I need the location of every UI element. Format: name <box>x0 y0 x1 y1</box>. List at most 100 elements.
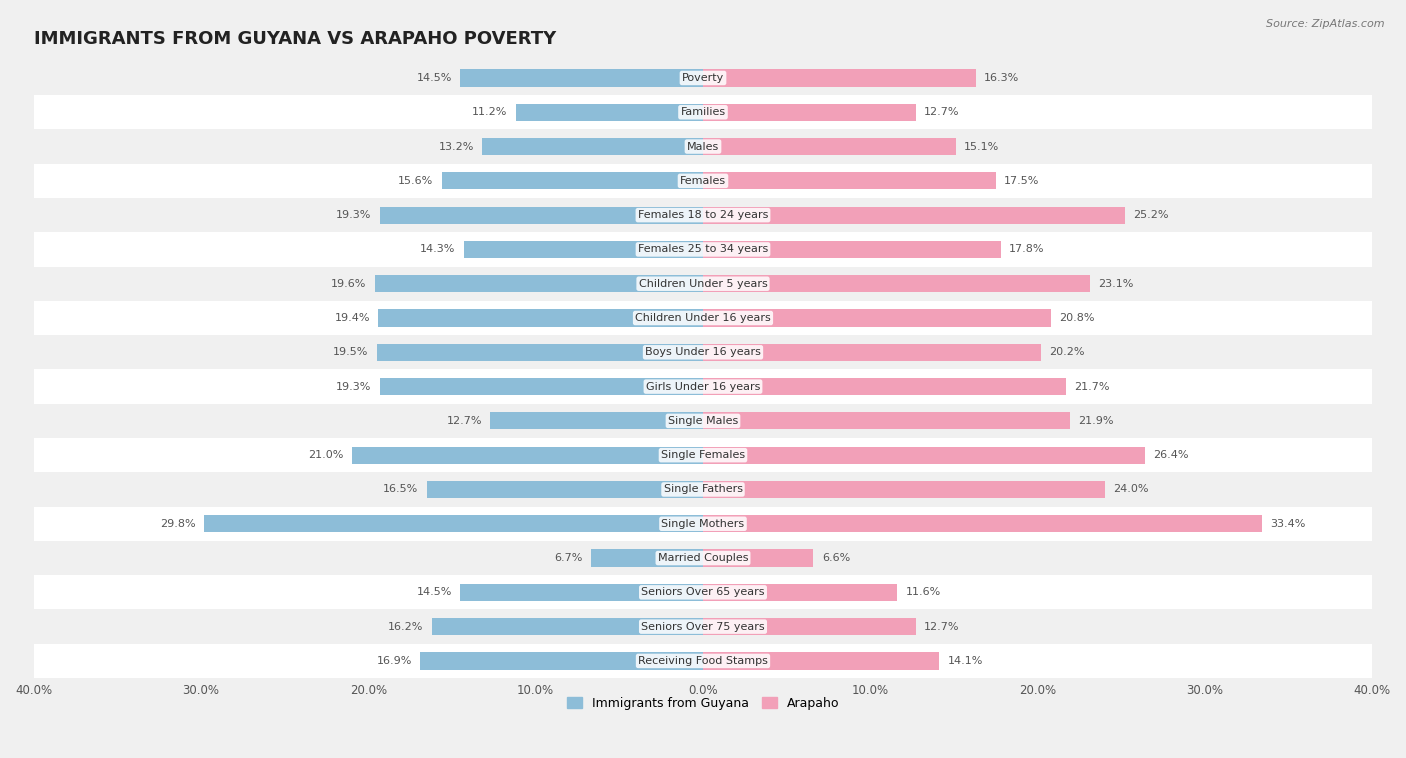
Bar <box>34 335 1372 369</box>
Bar <box>34 506 1372 541</box>
Text: Females 18 to 24 years: Females 18 to 24 years <box>638 210 768 220</box>
Text: 11.6%: 11.6% <box>905 587 941 597</box>
Bar <box>516 104 703 121</box>
Text: Seniors Over 65 years: Seniors Over 65 years <box>641 587 765 597</box>
Bar <box>34 130 1372 164</box>
Bar <box>460 70 703 86</box>
Text: 20.8%: 20.8% <box>1060 313 1095 323</box>
Bar <box>703 550 814 567</box>
Bar <box>703 618 915 635</box>
Text: 29.8%: 29.8% <box>160 518 195 529</box>
Text: 12.7%: 12.7% <box>447 416 482 426</box>
Bar <box>34 301 1372 335</box>
Text: 16.3%: 16.3% <box>984 73 1019 83</box>
Bar <box>703 412 1070 430</box>
Bar <box>703 481 1105 498</box>
Bar <box>703 207 1125 224</box>
Bar <box>703 515 1263 532</box>
Bar <box>703 275 1090 293</box>
Bar <box>703 241 1001 258</box>
Bar <box>204 515 703 532</box>
Bar <box>34 541 1372 575</box>
Text: Males: Males <box>688 142 718 152</box>
Text: Children Under 16 years: Children Under 16 years <box>636 313 770 323</box>
Bar <box>34 575 1372 609</box>
Text: 25.2%: 25.2% <box>1133 210 1168 220</box>
Bar <box>464 241 703 258</box>
Text: 19.3%: 19.3% <box>336 210 371 220</box>
Bar <box>34 164 1372 198</box>
Bar <box>420 653 703 669</box>
Bar <box>378 309 703 327</box>
Text: Married Couples: Married Couples <box>658 553 748 563</box>
Bar <box>427 481 703 498</box>
Text: Single Fathers: Single Fathers <box>664 484 742 494</box>
Bar <box>703 584 897 601</box>
Bar <box>34 95 1372 130</box>
Text: 33.4%: 33.4% <box>1271 518 1306 529</box>
Text: Families: Families <box>681 108 725 117</box>
Text: 12.7%: 12.7% <box>924 108 959 117</box>
Bar <box>34 198 1372 232</box>
Bar <box>703 309 1052 327</box>
Text: 16.9%: 16.9% <box>377 656 412 666</box>
Bar <box>34 61 1372 95</box>
Text: Girls Under 16 years: Girls Under 16 years <box>645 381 761 392</box>
Text: Receiving Food Stamps: Receiving Food Stamps <box>638 656 768 666</box>
Text: Single Females: Single Females <box>661 450 745 460</box>
Text: 16.2%: 16.2% <box>388 622 423 631</box>
Bar <box>34 438 1372 472</box>
Bar <box>34 232 1372 267</box>
Bar <box>34 369 1372 404</box>
Bar <box>34 472 1372 506</box>
Bar <box>441 172 703 190</box>
Text: Source: ZipAtlas.com: Source: ZipAtlas.com <box>1267 19 1385 29</box>
Text: IMMIGRANTS FROM GUYANA VS ARAPAHO POVERTY: IMMIGRANTS FROM GUYANA VS ARAPAHO POVERT… <box>34 30 555 49</box>
Bar <box>34 267 1372 301</box>
Bar <box>34 609 1372 644</box>
Text: 6.7%: 6.7% <box>554 553 582 563</box>
Text: Females 25 to 34 years: Females 25 to 34 years <box>638 244 768 255</box>
Text: 11.2%: 11.2% <box>472 108 508 117</box>
Text: 14.5%: 14.5% <box>416 587 451 597</box>
Bar <box>703 70 976 86</box>
Text: 16.5%: 16.5% <box>384 484 419 494</box>
Text: 21.0%: 21.0% <box>308 450 343 460</box>
Bar <box>703 172 995 190</box>
Bar <box>703 104 915 121</box>
Text: 19.5%: 19.5% <box>333 347 368 357</box>
Text: 19.4%: 19.4% <box>335 313 370 323</box>
Text: Single Males: Single Males <box>668 416 738 426</box>
Text: 14.3%: 14.3% <box>420 244 456 255</box>
Bar <box>703 378 1066 395</box>
Text: Boys Under 16 years: Boys Under 16 years <box>645 347 761 357</box>
Text: Single Mothers: Single Mothers <box>661 518 745 529</box>
Text: Females: Females <box>681 176 725 186</box>
Text: 23.1%: 23.1% <box>1098 279 1133 289</box>
Bar <box>352 446 703 464</box>
Text: 21.7%: 21.7% <box>1074 381 1111 392</box>
Bar <box>380 378 703 395</box>
Bar <box>482 138 703 155</box>
Text: 19.3%: 19.3% <box>336 381 371 392</box>
Text: 21.9%: 21.9% <box>1078 416 1114 426</box>
Text: 17.5%: 17.5% <box>1004 176 1039 186</box>
Bar <box>375 275 703 293</box>
Text: 15.1%: 15.1% <box>965 142 1000 152</box>
Text: 17.8%: 17.8% <box>1010 244 1045 255</box>
Text: 13.2%: 13.2% <box>439 142 474 152</box>
Bar <box>703 653 939 669</box>
Text: 24.0%: 24.0% <box>1114 484 1149 494</box>
Bar <box>34 644 1372 678</box>
Text: 26.4%: 26.4% <box>1153 450 1188 460</box>
Text: 6.6%: 6.6% <box>823 553 851 563</box>
Bar <box>703 138 956 155</box>
Bar <box>432 618 703 635</box>
Text: Children Under 5 years: Children Under 5 years <box>638 279 768 289</box>
Bar <box>380 207 703 224</box>
Text: 15.6%: 15.6% <box>398 176 433 186</box>
Bar <box>377 343 703 361</box>
Bar <box>703 343 1040 361</box>
Text: 20.2%: 20.2% <box>1049 347 1085 357</box>
Bar <box>591 550 703 567</box>
